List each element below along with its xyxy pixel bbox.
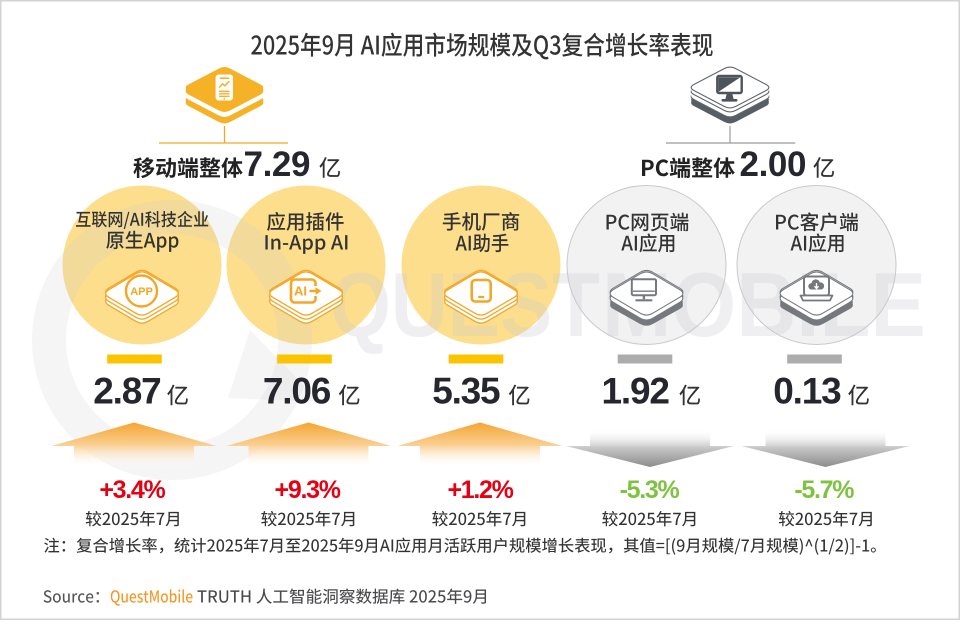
svg-text:2.87: 2.87 <box>93 371 160 412</box>
svg-text:7.06: 7.06 <box>263 371 331 412</box>
svg-text:+1.2%: +1.2% <box>447 476 513 504</box>
svg-text:+9.3%: +9.3% <box>275 476 341 504</box>
svg-text:-5.3%: -5.3% <box>620 476 680 504</box>
svg-text:-5.7%: -5.7% <box>794 476 854 504</box>
svg-text:5.35: 5.35 <box>432 371 500 412</box>
svg-text:APP: APP <box>130 286 153 298</box>
svg-text:+3.4%: +3.4% <box>99 476 165 504</box>
svg-text:1.92: 1.92 <box>602 371 670 412</box>
svg-text:2.00: 2.00 <box>740 145 807 184</box>
svg-text:0.13: 0.13 <box>773 371 841 412</box>
svg-text:AI: AI <box>294 284 307 299</box>
svg-text:7.29: 7.29 <box>244 145 311 184</box>
